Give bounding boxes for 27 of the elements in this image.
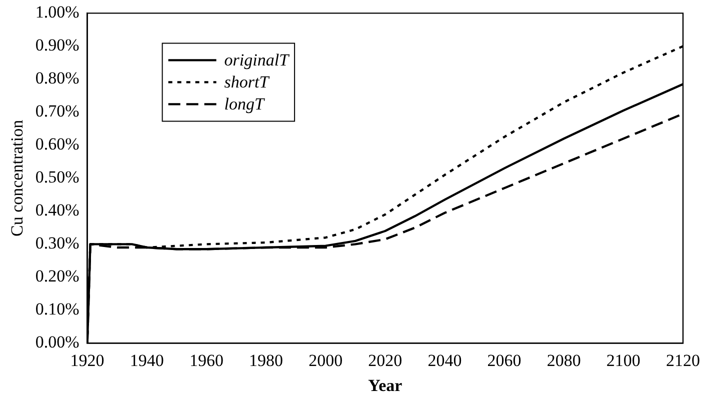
x-tick-label: 1940 bbox=[130, 350, 164, 370]
x-tick-label: 2120 bbox=[666, 350, 700, 370]
y-tick-label: 0.60% bbox=[35, 134, 80, 154]
x-tick-label: 2040 bbox=[428, 350, 462, 370]
y-tick-label: 0.70% bbox=[35, 102, 80, 121]
x-axis-title: Year bbox=[368, 376, 403, 396]
y-tick-label: 0.10% bbox=[35, 300, 80, 319]
x-tick-label: 2000 bbox=[308, 350, 343, 370]
y-tick-label: 0.30% bbox=[35, 234, 80, 253]
y-tick-label: 1.00% bbox=[35, 2, 80, 22]
x-tick-label: 2080 bbox=[546, 350, 581, 370]
y-axis-title: Cu concentration bbox=[8, 119, 27, 237]
y-tick-label: 0.40% bbox=[35, 200, 80, 220]
y-tick-label: 0.90% bbox=[35, 36, 80, 55]
x-tick-label: 2100 bbox=[606, 350, 640, 370]
y-tick-label: 0.50% bbox=[35, 168, 80, 187]
y-tick-label: 0.20% bbox=[35, 266, 80, 286]
legend-label: originalT bbox=[224, 50, 290, 70]
y-tick-label: 0.80% bbox=[35, 68, 80, 88]
x-tick-label: 1920 bbox=[70, 350, 104, 370]
y-tick-label: 0.00% bbox=[35, 332, 80, 352]
x-tick-label: 1980 bbox=[249, 350, 284, 370]
legend-label: longT bbox=[224, 94, 266, 114]
legend-label: shortT bbox=[224, 72, 270, 92]
x-tick-label: 2020 bbox=[368, 350, 402, 370]
x-tick-label: 1960 bbox=[189, 350, 224, 370]
x-tick-label: 2060 bbox=[487, 350, 522, 370]
